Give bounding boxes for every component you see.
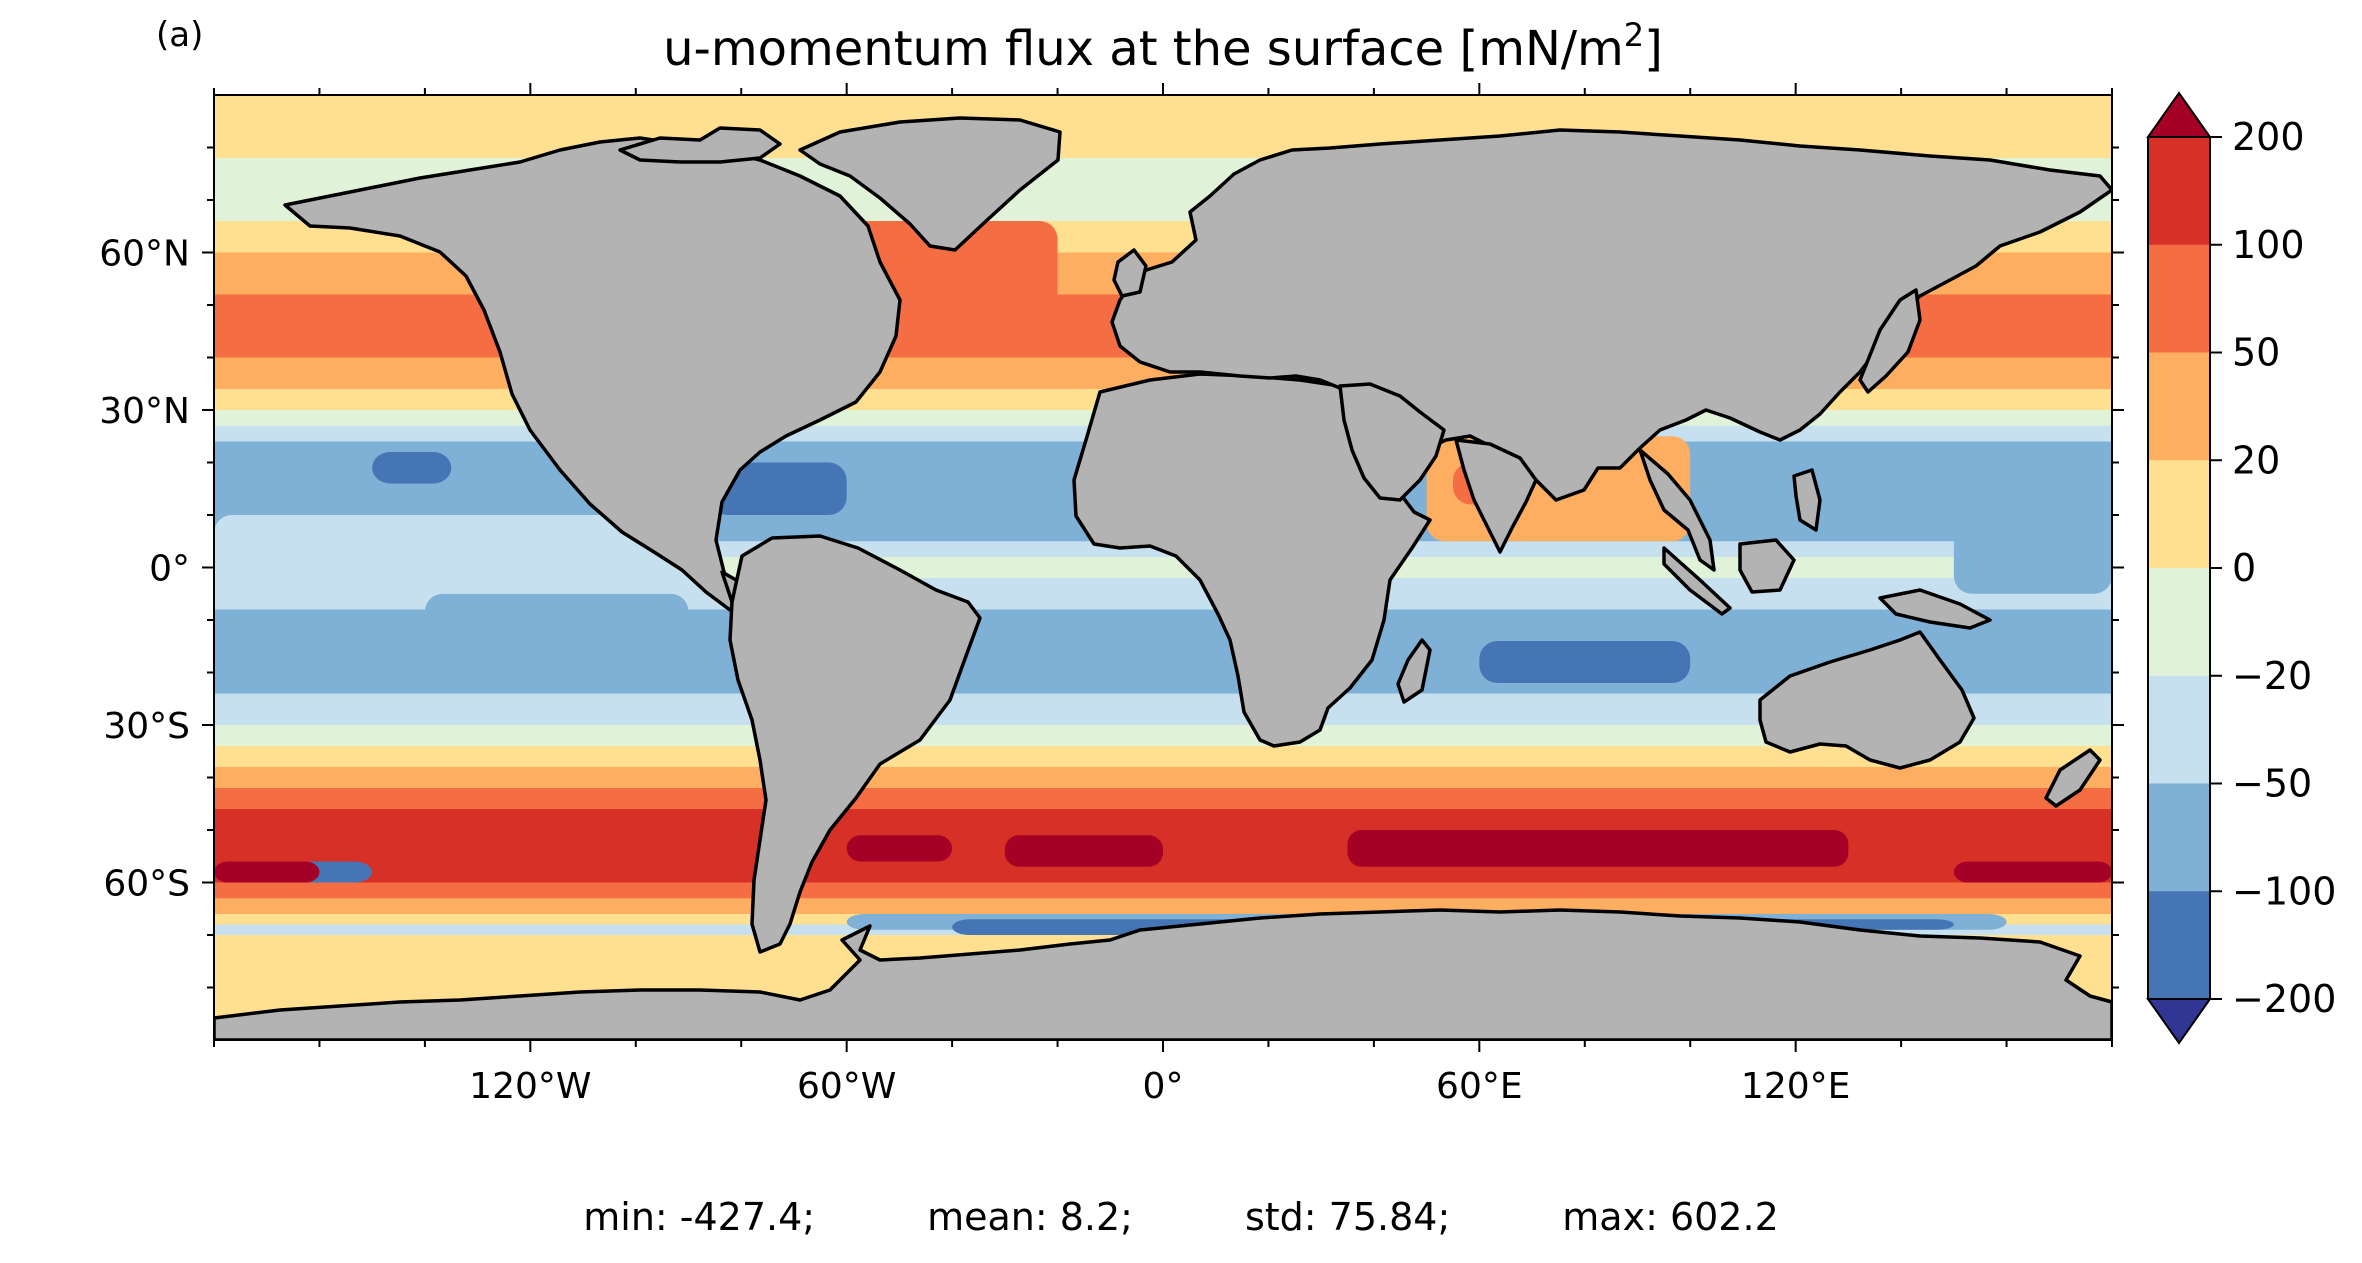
land-borneo [1738,538,1796,594]
colorbar-tick-label: −200 [2232,977,2336,1021]
stat-std: std: 75.84; [1244,1195,1451,1239]
land-greenland [798,116,1062,252]
ocean-feature-9 [1479,641,1691,683]
colorbar-cell [2148,568,2210,677]
ocean-jet-core-1 [1004,835,1163,867]
colorbar-tick-label: −50 [2232,762,2312,806]
colorbar-tick-label: 100 [2232,223,2305,267]
map-axis-ticks: 120°W 60°W 0° 60°E 120°E 60°N 30°N 0° 30°S 60°S [99,83,2124,1107]
ocean-feature-6 [709,462,847,515]
colorbar-cell [2148,460,2210,569]
colorbar-cell [2148,783,2210,892]
ocean-feature-10 [214,515,715,594]
colorbar-cell [2148,137,2210,246]
ocean-band-17 [214,767,2112,789]
land-south-america [728,534,982,954]
land-philippines [1792,468,1822,532]
colorbar-tick-label: −100 [2232,869,2336,913]
land-southeast-asia [1638,448,1716,572]
x-tick-label: 60°E [1436,1066,1523,1107]
land-north-america [283,136,902,612]
ocean-feature-11 [1953,488,2112,594]
stat-mean: mean: 8.2; [927,1195,1133,1239]
land-madagascar [1396,638,1432,704]
colorbar-cell [2148,244,2210,353]
ocean-feature-7 [372,452,452,484]
colorbar-tick-label: 20 [2232,438,2280,482]
colorbar-cell [2148,891,2210,1000]
colorbar-extend-min [2146,998,2212,1045]
x-tick-label: 60°W [797,1066,896,1107]
land-masses [214,116,2112,1040]
panel-label: (a) [156,15,203,55]
map-title: u-momentum flux at the surface [mN/m2] [663,16,1663,77]
ocean-band-18 [214,788,2112,810]
ocean-jet-core-3 [214,861,320,883]
land-british-isles [1112,248,1148,298]
colorbar-tick-label: 50 [2232,331,2280,375]
stat-min: min: -427.4; [583,1195,816,1239]
colorbar-cell [2148,352,2210,461]
stat-max: max: 602.2 [1562,1195,1779,1239]
ocean-jet-core-2 [1347,830,1849,867]
x-tick-label: 120°E [1741,1066,1850,1107]
y-tick-label: 60°S [103,864,190,905]
ocean-band-15 [214,725,2112,747]
ocean-band-21 [214,898,2112,915]
land-new-zealand [2044,748,2102,808]
ocean-band-16 [214,746,2112,768]
ocean-field-features [214,221,2112,935]
land-new-guinea [1878,588,1992,630]
colorbar-tick-label: −20 [2232,654,2312,698]
land-arctic-islands [618,126,782,164]
ocean-jet-core-0 [846,835,953,862]
ocean-jet-core-4 [1953,861,2112,883]
ocean-feature-2 [214,294,478,342]
y-tick-label: 60°N [99,234,190,275]
land-sumatra [1662,546,1732,616]
land-arabia [1338,382,1446,502]
colorbar-cell [2148,675,2210,784]
y-tick-label: 30°N [99,391,190,432]
map-panel: 120°W 60°W 0° 60°E 120°E 60°N 30°N 0° 30°S 60°S [99,83,2124,1107]
land-australia [1758,630,1976,770]
ocean-band-20 [214,882,2112,899]
land-india [1454,438,1538,554]
colorbar-tick-label: 0 [2232,546,2256,590]
ocean-feature-8 [424,593,689,673]
x-tick-label: 0° [1143,1066,1184,1107]
colorbar-extend-max [2146,91,2212,138]
stats-line: min: -427.4; mean: 8.2; std: 75.84; max: 60… [0,1195,2362,1239]
y-tick-label: 30°S [103,706,190,747]
colorbar-tick-label: 200 [2232,115,2305,159]
y-tick-label: 0° [149,549,190,590]
land-antarctica [214,908,2112,1040]
x-tick-label: 120°W [469,1066,591,1107]
land-japan [1858,288,1922,394]
